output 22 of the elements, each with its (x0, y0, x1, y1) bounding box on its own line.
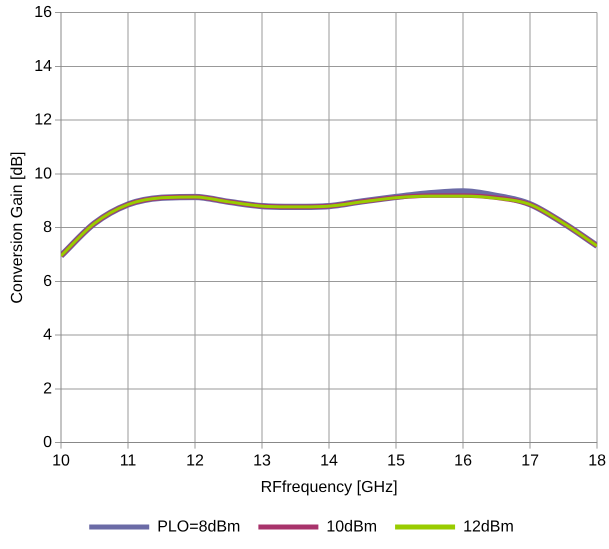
y-tick-label: 16 (34, 4, 52, 22)
x-tick-label: 18 (588, 452, 606, 470)
y-axis-title: Conversion Gain [dB] (9, 152, 26, 304)
x-tick-label: 11 (120, 452, 136, 470)
y-tick-label: 14 (34, 58, 52, 75)
y-tick-label: 10 (34, 165, 52, 182)
x-tick-label: 15 (387, 452, 406, 470)
y-tick-label: 4 (43, 326, 52, 344)
x-axis-title: RFfrequency [GHz] (260, 478, 398, 496)
y-tick-label: 0 (43, 434, 52, 452)
y-tick-label: 8 (43, 219, 52, 236)
y-tick-label: 2 (43, 380, 52, 398)
x-tick-label: 17 (521, 452, 540, 470)
y-tick-label: 6 (43, 272, 52, 290)
legend-label: 12dBm (463, 518, 514, 536)
x-tick-label: 13 (253, 452, 272, 470)
x-tick-label: 12 (186, 452, 204, 470)
x-tick-label: 16 (454, 452, 472, 470)
legend-label: 10dBm (326, 518, 378, 536)
x-tick-label: 14 (320, 452, 338, 470)
legend-label: PLO=8dBm (157, 518, 240, 536)
y-tick-label: 12 (34, 112, 52, 129)
